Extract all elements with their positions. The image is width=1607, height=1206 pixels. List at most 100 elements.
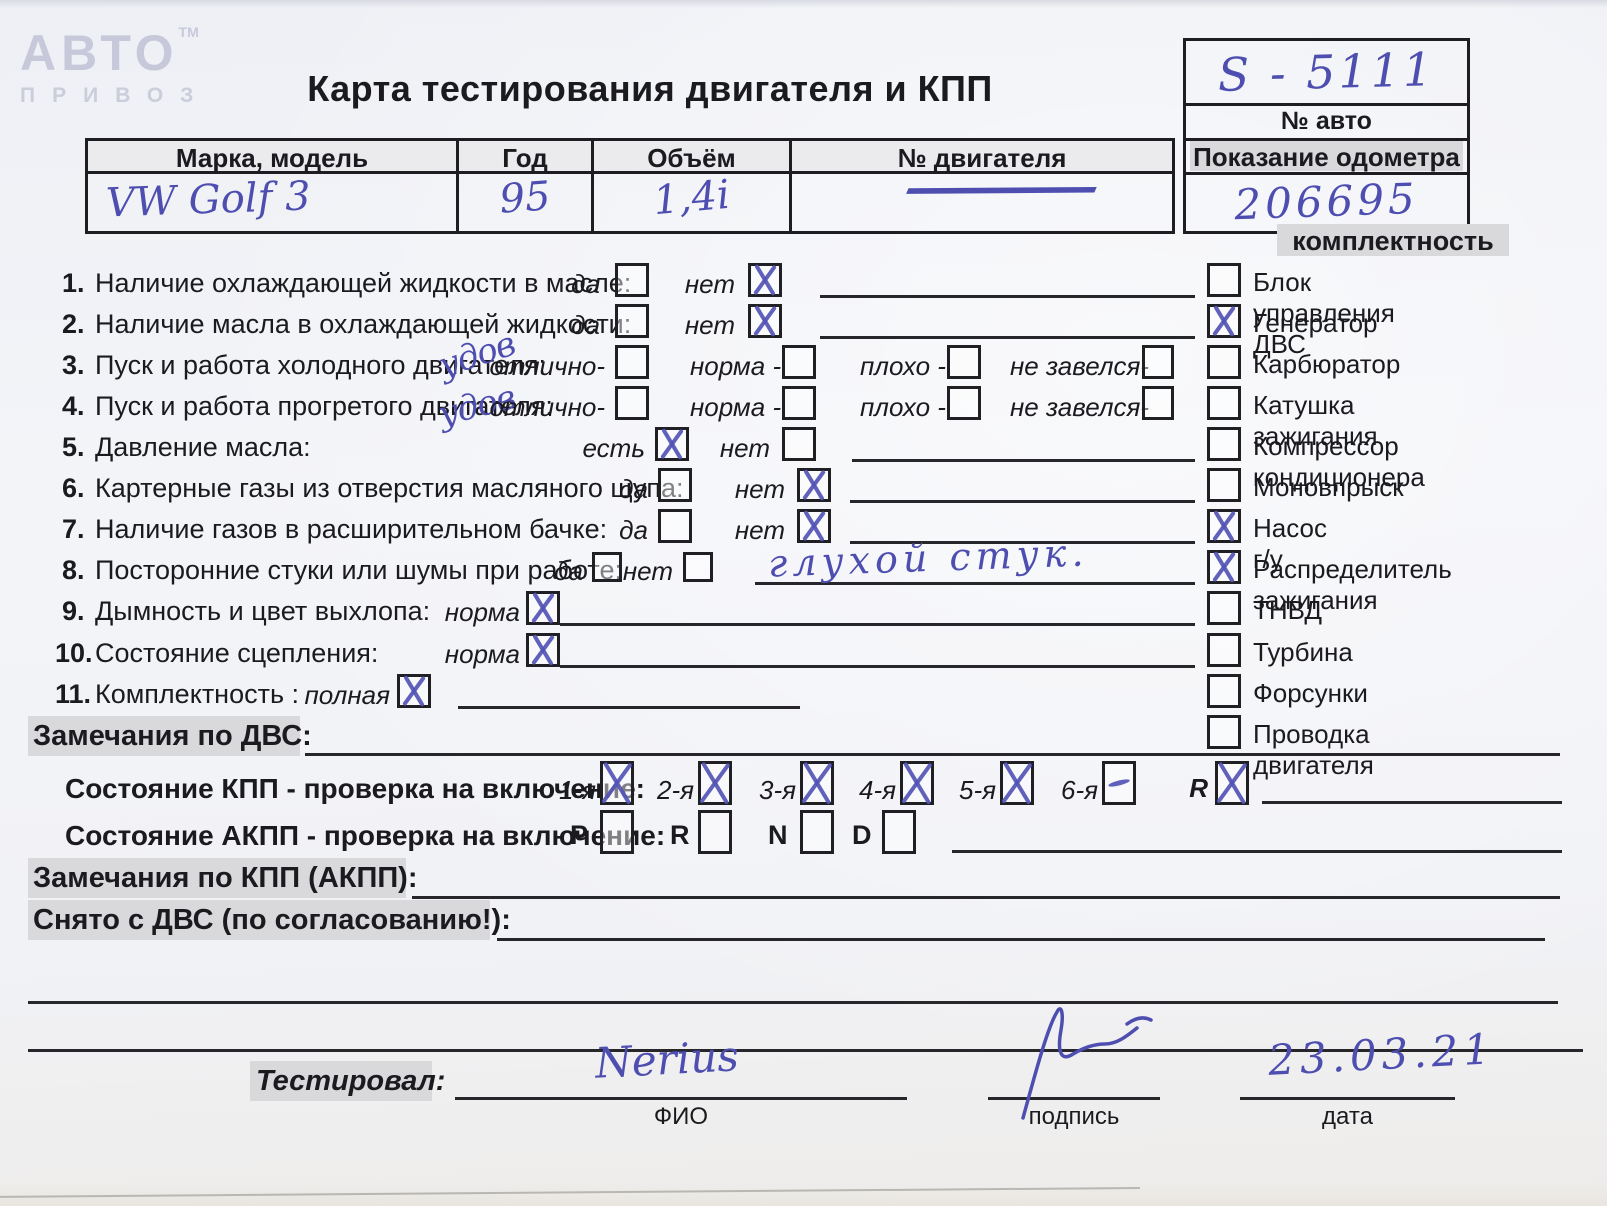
checkbox-no[interactable]: [782, 427, 816, 461]
checkbox-bad[interactable]: [947, 386, 981, 420]
item-label: Давление масла:: [95, 432, 311, 462]
checkbox-engine-wiring[interactable]: [1207, 715, 1241, 749]
checkbox-no[interactable]: [797, 509, 831, 543]
option-excellent-label: отлично-: [489, 351, 605, 381]
checkbox-mono-injection[interactable]: [1207, 468, 1241, 502]
item-number: 4.: [62, 391, 85, 421]
checkbox-akpp-n[interactable]: [800, 810, 834, 854]
checkbox-full[interactable]: [397, 674, 431, 708]
item-number: 3.: [62, 350, 85, 380]
divider: [456, 141, 459, 231]
checkbox-power-steering-pump[interactable]: [1207, 509, 1241, 543]
checkbox-ignition-coil[interactable]: [1207, 386, 1241, 420]
item-label: Наличие охлаждающей жидкости в масле:: [95, 268, 632, 298]
option-no-label: нет: [719, 433, 770, 463]
checkbox-norm[interactable]: [782, 345, 816, 379]
checkbox-akpp-p[interactable]: [600, 810, 634, 854]
item-number: 1.: [62, 268, 85, 298]
checkbox-gear-5[interactable]: [1000, 761, 1034, 805]
checklist-row: 1. Наличие охлаждающей жидкости в масле:…: [0, 263, 1607, 303]
option-excellent-label: отлично-: [489, 392, 605, 422]
gear-label: 4-я: [858, 775, 896, 805]
item-label: Наличие газов в расширительном бачке:: [95, 514, 608, 544]
name-caption: ФИО: [653, 1103, 709, 1130]
checkbox-nostart[interactable]: [1142, 386, 1174, 420]
page-title: Карта тестирования двигателя и КПП: [307, 68, 993, 109]
checkbox-generator[interactable]: [1207, 304, 1241, 338]
checkbox-gear-2[interactable]: [698, 761, 732, 805]
checkbox-present[interactable]: [655, 427, 689, 461]
checklist-row: 11. Комплектность : полная: [0, 674, 1607, 714]
item-number: 7.: [62, 514, 85, 544]
checkbox-turbine[interactable]: [1207, 633, 1241, 667]
checkbox-excellent[interactable]: [615, 345, 649, 379]
option-no-label: нет: [684, 269, 735, 299]
checkbox-carburetor[interactable]: [1207, 345, 1241, 379]
odometer-header-highlight: [1190, 141, 1463, 171]
checklist-row: 7. Наличие газов в расширительном бачке:…: [0, 509, 1607, 549]
checklist-row: 8. Посторонние стуки или шумы при работе…: [0, 530, 1607, 590]
blank-line: [850, 474, 1195, 503]
kpp-row: Состояние КПП - проверка на включение: 1…: [0, 761, 1607, 813]
checkbox-norm[interactable]: [526, 633, 560, 667]
option-yes-label: да: [571, 310, 600, 340]
equipment-label: Форсунки: [1253, 678, 1368, 708]
checkbox-excellent[interactable]: [615, 386, 649, 420]
equipment-label: Карбюратор: [1253, 349, 1401, 379]
akpp-gear-label: D: [852, 820, 872, 850]
vehicle-table-header-row: Марка, модель Год Объём № двигателя: [88, 141, 1172, 174]
date-line: [1240, 1067, 1455, 1100]
checkbox-yes[interactable]: [615, 263, 649, 297]
checkbox-yes[interactable]: [615, 304, 649, 338]
checkbox-gear-1[interactable]: [600, 761, 634, 805]
checkbox-no[interactable]: [748, 263, 782, 297]
checkbox-gear-3[interactable]: [800, 761, 834, 805]
option-present-label: есть: [582, 433, 646, 463]
checkbox-yes[interactable]: [592, 552, 622, 582]
checkbox-akpp-d[interactable]: [882, 810, 916, 854]
logo-text-avto: АВТО: [20, 25, 179, 81]
checklist-row: 9. Дымность и цвет выхлопа: норма: [0, 591, 1607, 631]
checkbox-ecu[interactable]: [1207, 263, 1241, 297]
checkbox-no[interactable]: [683, 552, 713, 582]
divider: [1186, 138, 1467, 141]
item-number: 2.: [62, 309, 85, 339]
checkbox-gear-4[interactable]: [900, 761, 934, 805]
odometer-value: 206695: [1233, 173, 1420, 230]
checklist-row: 5. Давление масла: есть нет: [0, 427, 1607, 467]
checkbox-norm[interactable]: [526, 591, 560, 625]
checkbox-yes[interactable]: [658, 468, 692, 502]
checkbox-gear-r[interactable]: [1215, 761, 1249, 805]
col-make-model: Марка, модель: [175, 143, 369, 173]
year-value: 95: [498, 173, 552, 223]
checkbox-injectors[interactable]: [1207, 674, 1241, 708]
checklist-row: 2. Наличие масла в охлаждающей жидкости:…: [0, 304, 1607, 344]
checkbox-no[interactable]: [748, 304, 782, 338]
checkbox-ac-compressor[interactable]: [1207, 427, 1241, 461]
signature-line: [988, 1067, 1160, 1100]
akpp-row: Состояние АКПП - проверка на включение: …: [0, 810, 1607, 860]
checklist-row: 10. Состояние сцепления: норма: [0, 633, 1607, 673]
checkbox-yes[interactable]: [658, 509, 692, 543]
checkbox-tnvd[interactable]: [1207, 591, 1241, 625]
checkbox-bad[interactable]: [947, 345, 981, 379]
checkbox-ignition-distributor[interactable]: [1207, 550, 1241, 584]
option-yes-label: да: [619, 515, 648, 545]
item-label: Наличие масла в охлаждающей жидкости:: [95, 309, 632, 339]
checkbox-nostart[interactable]: [1142, 345, 1174, 379]
date-caption: дата: [1322, 1103, 1373, 1130]
equipment-label: Насос г/у: [1253, 513, 1327, 574]
kpp-remarks-highlight: [28, 858, 406, 898]
equipment-label: ТНВД: [1253, 595, 1323, 625]
item-number: 11.: [55, 679, 92, 709]
option-yes-label: да: [554, 556, 583, 586]
blank-line: [952, 822, 1562, 853]
gear-label: 1-я: [558, 775, 596, 805]
removed-label: Снято с ДВС (по согласованию!):: [33, 904, 511, 936]
checkbox-akpp-r[interactable]: [698, 810, 732, 854]
kpp-remarks-label: Замечания по КПП (АКПП):: [33, 862, 418, 894]
checkbox-no[interactable]: [797, 468, 831, 502]
checkbox-gear-6[interactable]: [1102, 761, 1136, 805]
checkbox-norm[interactable]: [782, 386, 816, 420]
